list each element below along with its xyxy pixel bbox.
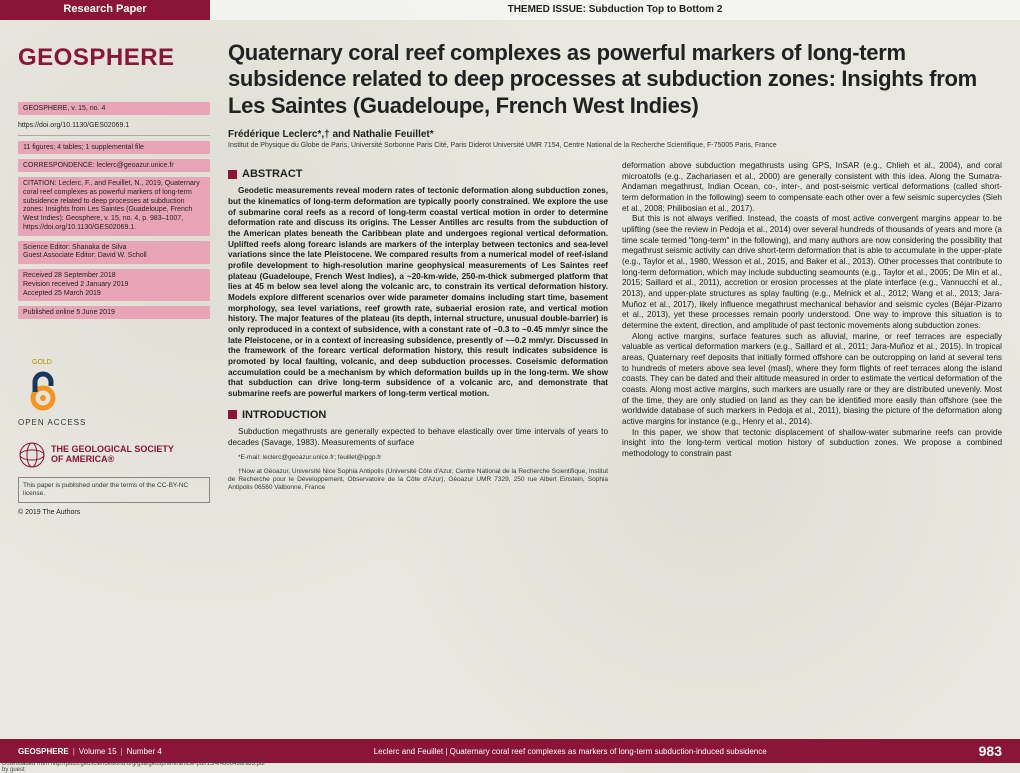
research-paper-tag: Research Paper [0,0,210,20]
dates-box: Received 28 September 2018 Revision rece… [18,269,210,301]
download-line: Downloaded from http://pubs.geosciencewo… [0,761,267,773]
themed-issue: THEMED ISSUE: Subduction Top to Bottom 2 [210,0,1020,20]
figures-box: 11 figures; 4 tables; 1 supplemental fil… [18,141,210,154]
article-content: Quaternary coral reef complexes as power… [228,30,1002,516]
footer-number: Number 4 [127,747,162,756]
abstract-text: Geodetic measurements reveal modern rate… [228,186,608,399]
volume-box: GEOSPHERE, v. 15, no. 4 [18,102,210,115]
column-right: deformation above subduction megathrusts… [622,161,1002,491]
column-left: ABSTRACT Geodetic measurements reveal mo… [228,161,608,491]
authors: Frédérique Leclerc*,† and Nathalie Feuil… [228,129,1002,140]
pub-online-box: Published online 5 June 2019 [18,306,210,319]
journal-logo: GEOSPHERE [18,44,210,72]
license-box: This paper is published under the terms … [18,477,210,503]
gold-label: GOLD [32,359,210,366]
citation-box: CITATION: Leclerc, F., and Feuillet, N.,… [18,177,210,236]
col2-p4: In this paper, we show that tectonic dis… [622,428,1002,460]
footer-page-number: 983 [979,743,1002,759]
article-title: Quaternary coral reef complexes as power… [228,40,1002,119]
gsa-globe-icon [18,441,46,469]
gsa-logo: THE GEOLOGICAL SOCIETY OF AMERICA® [18,441,210,469]
footer-running-head: Leclerc and Feuillet | Quaternary coral … [162,747,979,756]
footer-bar: GEOSPHERE | Volume 15 | Number 4 Leclerc… [0,739,1020,763]
correspondence-box: CORRESPONDENCE: leclerc@geoazur.unice.fr [18,159,210,172]
affiliation: Institut de Physique du Globe de Paris, … [228,142,1002,149]
intro-text-col1: Subduction megathrusts are generally exp… [228,427,608,448]
science-editor: Science Editor: Shanaka de Silva [23,244,205,253]
editors-box: Science Editor: Shanaka de Silva Guest A… [18,241,210,265]
introduction-heading: INTRODUCTION [228,408,608,422]
footnote-email: *E-mail: leclerc@geoazur.unice.fr; feuil… [228,454,608,462]
footer-volume: Volume 15 [79,747,117,756]
col2-p2: But this is not always verified. Instead… [622,214,1002,331]
footnote-address: †Now at Géoazur, Université Nice Sophia … [228,468,608,491]
col2-p3: Along active margins, surface features s… [622,332,1002,428]
copyright: © 2019 The Authors [18,509,210,516]
footer-journal: GEOSPHERE [18,747,69,756]
doi-link[interactable]: https://doi.org/10.1130/GES02069.1 [18,120,210,136]
open-access-label: OPEN ACCESS [18,418,210,427]
sidebar: GEOSPHERE GEOSPHERE, v. 15, no. 4 https:… [18,30,228,516]
gsa-text: THE GEOLOGICAL SOCIETY OF AMERICA® [51,445,174,465]
col2-p1: deformation above subduction megathrusts… [622,161,1002,214]
open-access-section: GOLD OPEN ACCESS THE GEOLOGICAL SOCIETY … [18,359,210,516]
open-access-icon [18,366,68,416]
guest-editor: Guest Associate Editor: David W. Scholl [23,252,205,261]
abstract-heading: ABSTRACT [228,167,608,181]
